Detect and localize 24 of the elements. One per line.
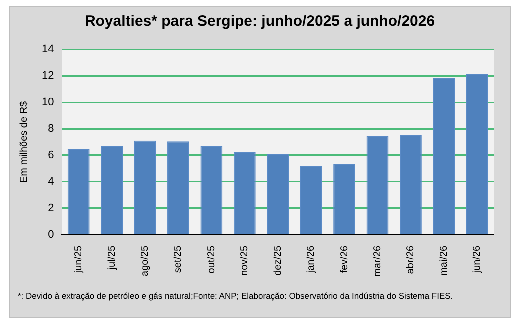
x-tick-label: abr/26 <box>406 245 417 274</box>
x-tick-label: jul/25 <box>106 245 118 271</box>
y-tick-label: 12 <box>42 70 54 82</box>
x-tick-label: mar/26 <box>372 245 384 277</box>
x-tick-label: jan/26 <box>306 245 318 274</box>
x-tick-label: fev/26 <box>339 245 350 274</box>
y-tick-label: 10 <box>42 96 54 109</box>
x-tick-label: jun/26 <box>472 245 484 274</box>
y-tick-label: 8 <box>48 123 54 136</box>
x-tick-label: ago/25 <box>140 245 152 276</box>
x-tick-label: jun/25 <box>74 245 85 274</box>
y-tick-label: 14 <box>42 44 54 56</box>
x-tick-label: nov/25 <box>240 245 251 276</box>
chart-title: Royalties* para Sergipe: junho/2025 a junho/2026 <box>84 13 436 30</box>
x-tick-label: set/25 <box>173 245 184 274</box>
x-tick-label: mai/26 <box>438 245 450 276</box>
y-tick-label: 2 <box>48 202 54 214</box>
y-tick-label: 6 <box>48 150 54 162</box>
x-tick-label: dez/25 <box>272 245 284 276</box>
y-tick-label: 0 <box>48 228 54 241</box>
text: *: Devido à extração de petróleo e gás natural;Fonte: ANP; Elaboração: Observatório da Indústria do Sistema FIES. <box>18 291 454 301</box>
y-tick-label: 4 <box>48 176 54 188</box>
x-tick-label: out/25 <box>206 245 218 274</box>
y-axis-title: Em milhões de R$ <box>18 100 30 184</box>
